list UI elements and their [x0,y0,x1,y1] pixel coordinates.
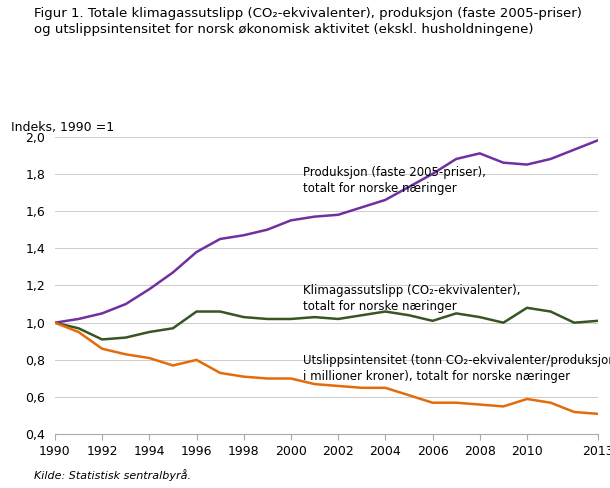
Text: Produksjon (faste 2005-priser),
totalt for norske næringer: Produksjon (faste 2005-priser), totalt f… [303,166,486,195]
Text: Indeks, 1990 =1: Indeks, 1990 =1 [12,121,115,134]
Text: Utslippsintensitet (tonn CO₂-ekvivalenter/produksjon
i millioner kroner), totalt: Utslippsintensitet (tonn CO₂-ekvivalente… [303,354,610,383]
Text: Kilde: Statistisk sentralbyrå.: Kilde: Statistisk sentralbyrå. [34,469,190,481]
Text: Figur 1. Totale klimagassutslipp (CO₂-ekvivalenter), produksjon (faste 2005-pris: Figur 1. Totale klimagassutslipp (CO₂-ek… [34,7,581,36]
Text: Klimagassutslipp (CO₂-ekvivalenter),
totalt for norske næringer: Klimagassutslipp (CO₂-ekvivalenter), tot… [303,284,520,313]
